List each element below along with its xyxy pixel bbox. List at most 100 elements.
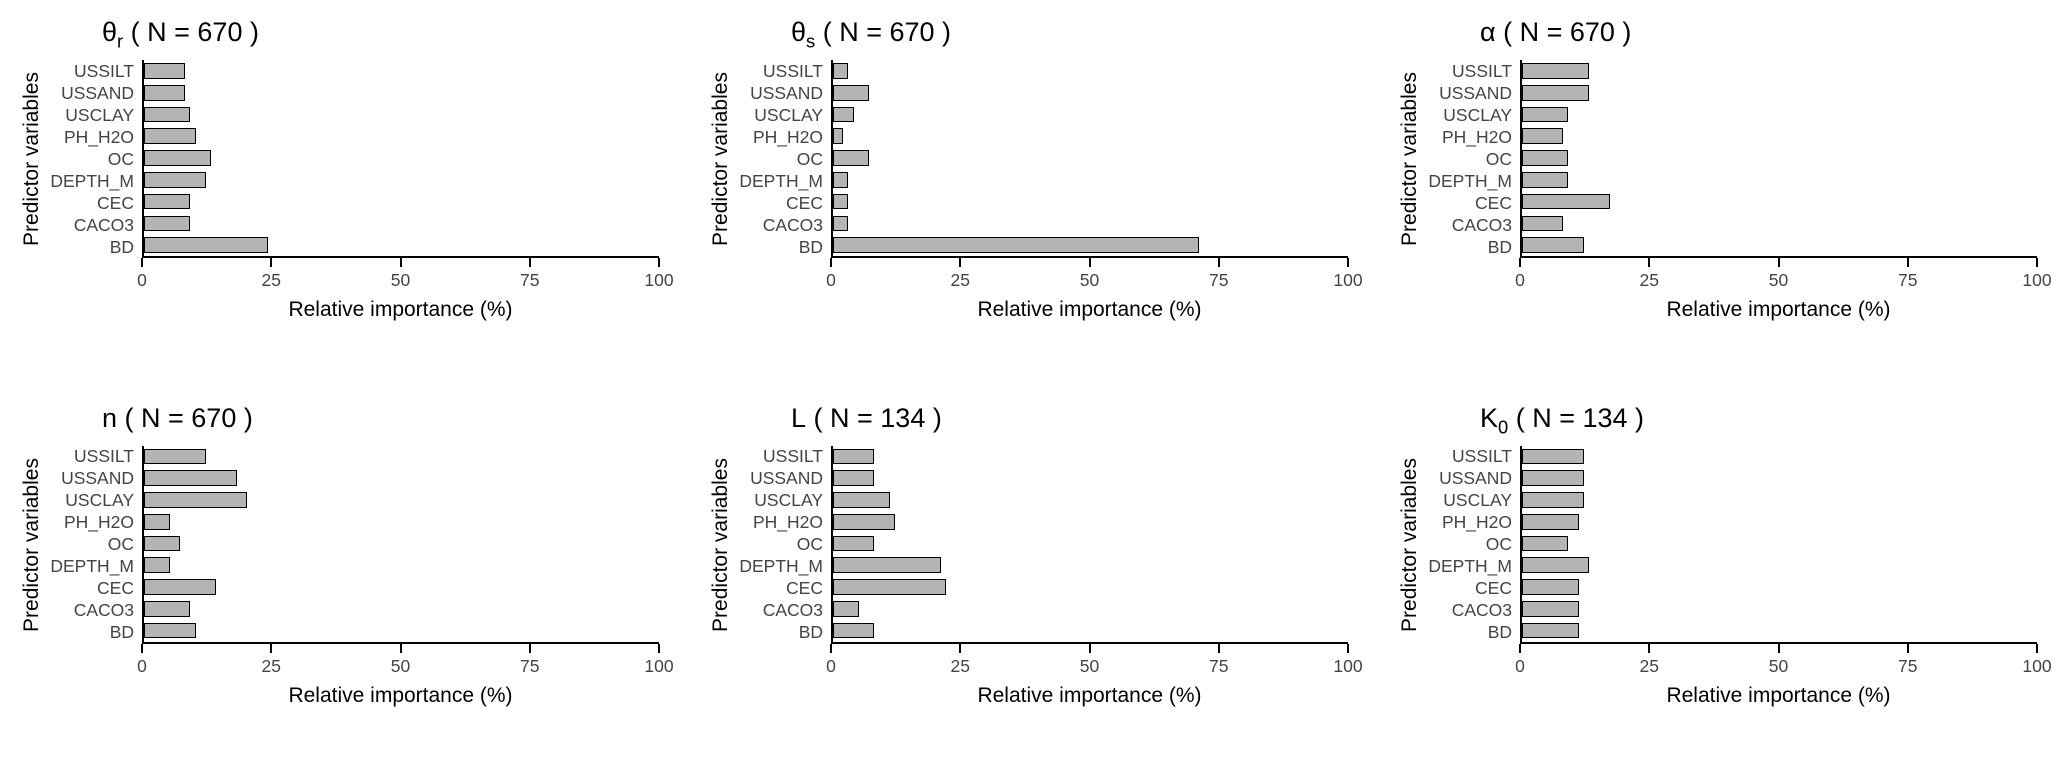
bar (144, 215, 191, 232)
x-axis-label: Relative importance (%) (1666, 298, 1891, 321)
x-tick-mark (1519, 258, 1521, 267)
bar (1522, 601, 1579, 617)
x-tick-mark (1347, 258, 1349, 267)
plot-area (831, 60, 1348, 258)
bar (144, 448, 206, 465)
bar-row (833, 489, 1348, 511)
bar-row (833, 576, 1348, 598)
plot-row: Predictor variables USSILT USSAND USCLAY PH… (703, 60, 1363, 322)
bar (833, 215, 849, 232)
category-label: CEC (786, 578, 823, 598)
category-label: PH_H2O (63, 126, 134, 147)
x-tick-label: 25 (261, 270, 281, 290)
x-tick-mark (1217, 258, 1220, 267)
bar-row (833, 212, 1348, 234)
x-axis-label: Relative importance (%) (1666, 683, 1891, 707)
x-tick-label: 25 (1639, 270, 1659, 290)
bar-row (833, 620, 1348, 642)
y-axis-label: Predictor variables (709, 72, 732, 246)
x-tick-mark (1777, 643, 1780, 653)
chart-panel-l: L ( N = 134 ) Predictor variables USSILT… (689, 386, 1378, 771)
x-tick-label: 50 (1768, 655, 1789, 676)
category-label: PH_H2O (1441, 512, 1512, 532)
bar (833, 128, 844, 145)
bar (1522, 535, 1569, 552)
chart-title: L ( N = 134 ) (791, 400, 1348, 436)
title-symbol: θ (791, 17, 807, 47)
title-symbol: L (791, 402, 807, 433)
category-labels: USSILT USSAND USCLAY PH_H2O OC DEPTH_M CEC CACO… (1428, 60, 1520, 258)
bar (1522, 171, 1569, 188)
title-symbol: α (1480, 17, 1496, 47)
category-label: CACO3 (1451, 600, 1512, 620)
category-label: USCLAY (754, 104, 823, 125)
category-label: OC (1485, 148, 1512, 169)
plot-area (831, 445, 1348, 644)
title-suffix: ( N = 670 ) (1495, 17, 1632, 47)
category-label: BD (1487, 236, 1512, 257)
category-label: USCLAY (1443, 490, 1512, 510)
x-tick-label: 25 (1639, 655, 1659, 676)
title-symbol: θ (102, 17, 118, 47)
x-tick-mark (528, 643, 531, 653)
bar-row (1522, 533, 2037, 555)
bar-row (833, 598, 1348, 620)
category-label: USSAND (750, 468, 823, 488)
x-tick-mark (1519, 643, 1521, 653)
x-axis: 0 25 50 75 100 (137, 258, 674, 294)
x-tick-label: 75 (1209, 655, 1229, 676)
x-axis-label: Relative importance (%) (288, 298, 513, 321)
bar (1522, 128, 1564, 145)
y-axis-label-wrap: Predictor variables (1392, 446, 1428, 644)
category-label: DEPTH_M (739, 556, 823, 576)
y-axis-label: Predictor variables (20, 457, 43, 632)
bar (1522, 106, 1569, 123)
category-label: USSILT (74, 446, 134, 466)
bar (144, 237, 268, 253)
x-tick-mark (270, 258, 273, 267)
x-tick-label: 75 (520, 270, 540, 290)
bar-row (1522, 511, 2037, 533)
category-label: DEPTH_M (1428, 556, 1512, 576)
bar (144, 128, 196, 145)
category-labels: USSILT USSAND USCLAY PH_H2O OC DEPTH_M CEC CACO… (50, 446, 142, 644)
bar (144, 535, 181, 552)
title-suffix: ( N = 670 ) (123, 17, 259, 47)
category-labels: USSILT USSAND USCLAY PH_H2O OC DEPTH_M CEC CACO… (50, 60, 142, 258)
title-symbol: K (1480, 402, 1499, 433)
bar-row (144, 60, 659, 82)
chart-title: α ( N = 670 ) (1480, 14, 2037, 50)
title-suffix: ( N = 134 ) (1508, 402, 1645, 433)
plot-row: Predictor variables USSILT USSAND USCLAY PH… (14, 60, 674, 322)
category-label: OC (796, 534, 823, 554)
bar-row (144, 147, 659, 169)
bar-row (144, 620, 659, 642)
category-label: CEC (1475, 192, 1512, 213)
x-tick-label: 25 (261, 655, 281, 676)
bar-row (1522, 82, 2037, 104)
bar-row (833, 511, 1348, 533)
bar-row (144, 446, 659, 468)
bar (833, 84, 870, 101)
bar-row (1522, 598, 2037, 620)
bar (144, 193, 191, 210)
bar (1522, 84, 1589, 101)
bar (833, 193, 849, 210)
category-label: CACO3 (762, 214, 823, 235)
bar (833, 448, 875, 465)
category-label: USCLAY (754, 490, 823, 510)
x-tick-mark (830, 643, 832, 653)
chart-title: n ( N = 670 ) (102, 400, 659, 436)
y-axis-label: Predictor variables (709, 457, 732, 632)
x-axis: 0 25 50 75 100 (1515, 643, 2052, 680)
x-tick-label: 75 (1898, 655, 1918, 676)
x-tick-mark (1648, 258, 1651, 267)
bar (833, 492, 890, 508)
bar (1522, 215, 1564, 232)
x-tick-mark (1347, 643, 1349, 653)
bar-row (1522, 620, 2037, 642)
category-label: USSILT (763, 60, 823, 81)
bar-row (1522, 125, 2037, 147)
x-tick-label: 0 (826, 655, 836, 676)
